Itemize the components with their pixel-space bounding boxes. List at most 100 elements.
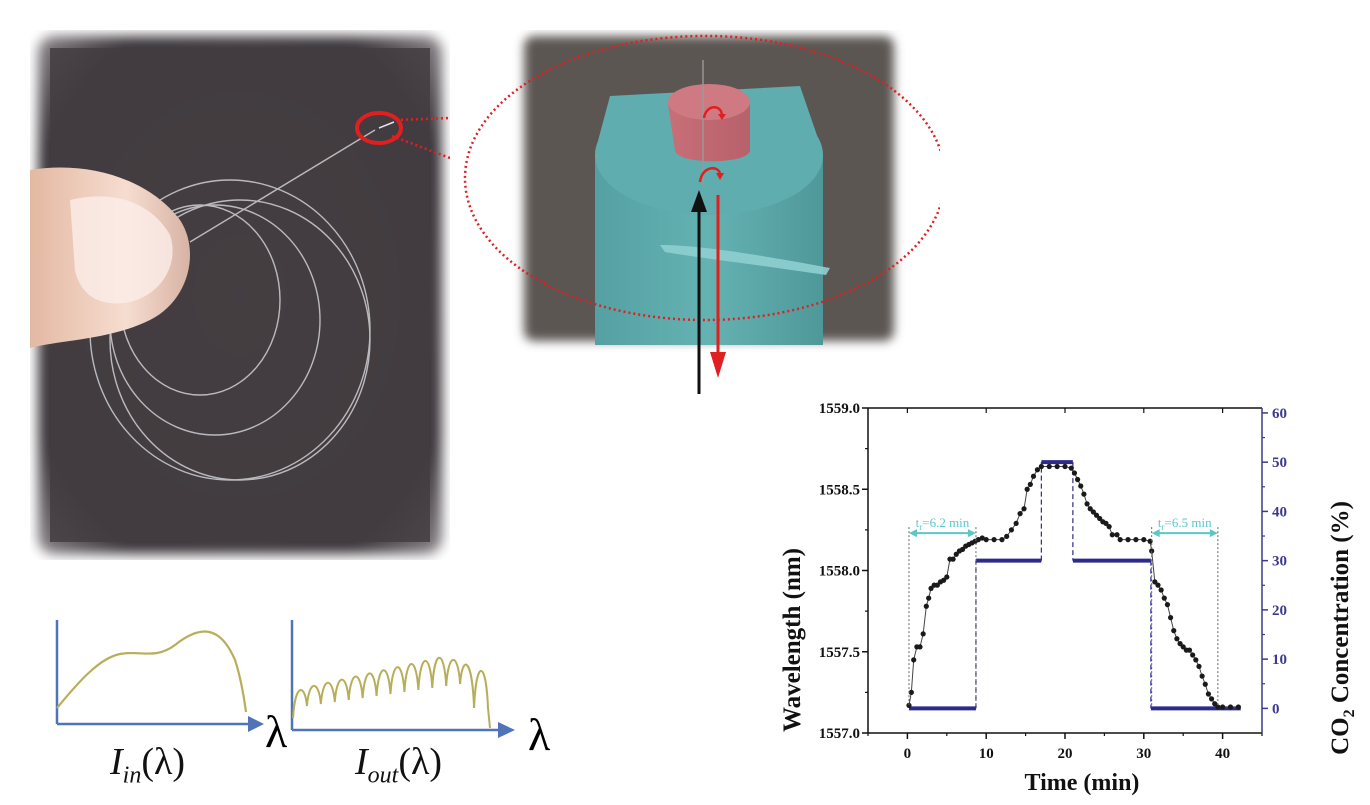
data-point [1109,532,1115,538]
data-point [1161,595,1167,601]
data-point [1117,537,1123,543]
data-point [1114,532,1120,538]
data-point [1084,501,1090,507]
data-point [1164,602,1171,608]
data-point [1205,691,1212,697]
input-axis-lambda: λ [265,706,288,757]
data-point [1220,704,1226,710]
arrow-left-icon [1151,529,1160,538]
y2-tick-label: 0 [1272,701,1280,717]
data-point [928,585,934,591]
data-point [926,595,932,601]
data-point [1013,520,1019,526]
reflection-arrow-icon [698,167,722,183]
data-point [1090,509,1096,515]
arrow-right-icon [498,722,515,738]
y2-tick-label: 30 [1272,554,1287,570]
fiber-photo [30,30,451,560]
y-tick-label: 1557.0 [819,726,860,742]
data-point [920,631,926,637]
y2-tick-label: 20 [1272,603,1287,619]
x-tick-label: 10 [979,746,994,762]
data-point [1227,704,1234,710]
output-spectrum [290,620,515,738]
chart-svg: 1557.0 1557.5 1558.0 1558.5 1559.0 0 10 20 30 40… [779,401,1358,796]
highlight-circle [355,111,403,145]
data-point [917,644,923,650]
data-point [944,574,950,580]
data-point [1125,537,1131,543]
data-point [1008,527,1015,533]
label-sub: out [367,762,399,789]
data-point [983,537,989,543]
data-point [911,657,917,663]
data-point [1078,483,1084,489]
y-axis-wavelength: 1557.0 1557.5 1558.0 1558.5 1559.0 [819,401,868,742]
input-spectrum [55,620,264,732]
data-point [959,546,966,552]
data-point [953,551,959,557]
data-point [1087,506,1093,512]
input-spectrum-label: Iin(λ) [110,740,185,790]
y-tick-label: 1557.5 [819,645,860,661]
output-spectrum-label: Iout(λ) [355,740,442,790]
arrow-right-icon [1209,529,1218,538]
spectra-sketch: λ λ Iin(λ) Iout(λ) [40,600,700,800]
data-point [979,535,985,541]
data-point [1190,652,1196,658]
y2-axis-label: CO2 Concentration (%) [1327,501,1358,755]
label-arg: (λ) [398,741,443,783]
y-tick-label: 1558.0 [819,564,860,580]
data-point [1141,537,1147,543]
data-point [934,582,940,588]
data-point [1038,463,1044,470]
data-point [1167,615,1174,621]
x-axis-time: 0 10 20 30 40 [867,408,1263,762]
data-point [1024,486,1030,492]
y2-tick-label: 60 [1272,406,1287,422]
data-point [1103,520,1109,526]
data-point [1068,465,1074,471]
data-point [1180,644,1186,650]
label-main: I [355,741,368,783]
polymer-cap [668,84,750,162]
data-point [1158,587,1164,593]
output-axis-lambda: λ [528,709,551,760]
x-tick-label: 40 [1215,746,1230,762]
y2-tick-label: 10 [1272,652,1287,668]
response-time-label: tr=6.2 min [916,515,970,532]
data-point [908,689,914,695]
data-point [1034,467,1041,473]
data-point [1202,681,1208,687]
data-point [923,603,929,609]
x-tick-label: 0 [904,746,912,762]
co2-step-series [908,460,1241,711]
data-point [1235,704,1241,710]
data-point [1021,506,1027,512]
y-tick-label: 1558.5 [819,482,860,498]
data-point [1152,579,1158,585]
data-point [991,537,997,543]
data-point [1171,628,1177,634]
data-point [1177,641,1183,647]
data-point [975,537,981,543]
arrow-left-icon [908,529,917,538]
sem-fiber-tip [460,30,947,400]
reflection-arrow-icon [702,106,724,119]
data-point [1193,657,1199,663]
finger [30,167,190,348]
x-axis-label: Time (min) [1025,770,1140,796]
fiber-photo-image [30,36,451,554]
data-point [1030,473,1037,479]
data-point [1106,524,1112,530]
y2-tick-label: 40 [1272,504,1287,520]
y-axis-label: Wavelength (nm) [779,548,806,732]
arrow-right-icon [967,529,976,538]
data-point [1027,481,1033,487]
data-point [1075,476,1081,483]
response-time-label: tr=6.5 min [1158,515,1212,532]
data-point [1097,515,1103,522]
data-point [1017,511,1023,517]
data-point [1054,463,1060,470]
x-tick-label: 30 [1136,746,1151,762]
